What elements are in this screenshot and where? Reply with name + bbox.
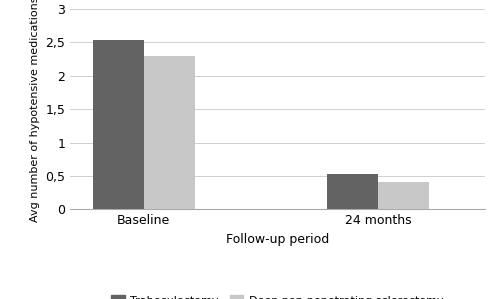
X-axis label: Follow-up period: Follow-up period	[226, 233, 329, 246]
Legend: Trabeculectomy, Deep non-penetrating sclerectomy: Trabeculectomy, Deep non-penetrating scl…	[107, 291, 448, 299]
Bar	[327, 174, 378, 209]
Bar	[378, 182, 429, 209]
Bar	[93, 40, 144, 209]
Bar	[144, 56, 194, 209]
Y-axis label: Avg number of hypotensive medications: Avg number of hypotensive medications	[30, 0, 40, 222]
